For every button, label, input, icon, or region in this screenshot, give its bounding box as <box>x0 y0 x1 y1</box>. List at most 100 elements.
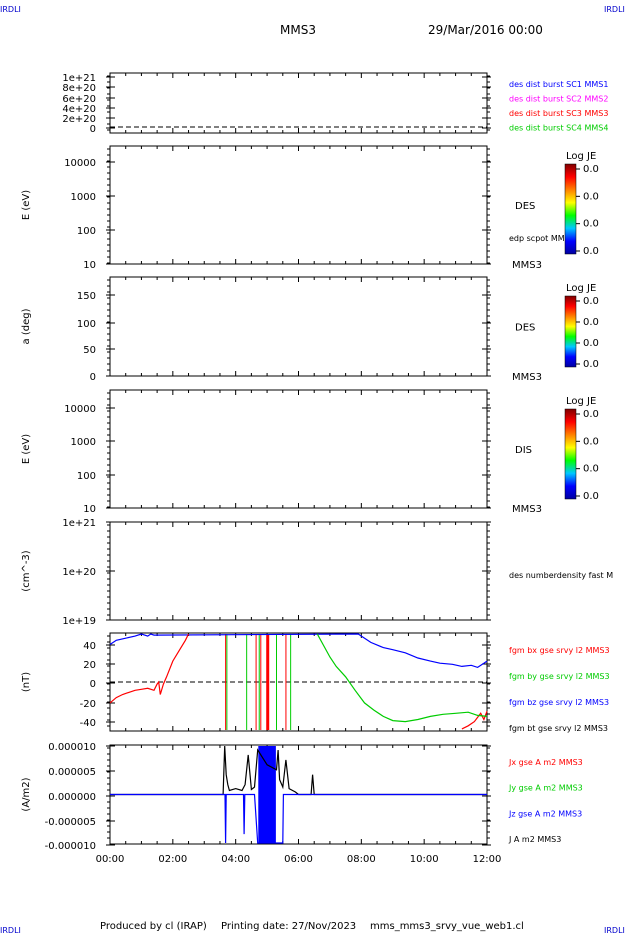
y-tick-label: 1000 <box>71 192 96 203</box>
colorbar-gradient <box>564 408 577 500</box>
instrument-label: DIS <box>515 445 532 456</box>
panel-magnetic_field: 40 20 0 -20 -40 (nT) fgm bx gse srvy l2 MMS3 fg… <box>21 632 610 733</box>
y-tick-label: 8e+20 <box>62 83 96 94</box>
y-tick-label: 6e+20 <box>62 94 96 105</box>
y-tick-label: 0 <box>90 124 96 135</box>
panel-current_density: 0.000010 0.000005 0.000000 -0.000005 -0.0000… <box>21 742 583 852</box>
spacecraft-label: MMS3 <box>512 504 542 515</box>
x-tick-label: 08:00 <box>347 854 376 865</box>
y-tick-label: 0.000010 <box>48 742 96 753</box>
legend-entry: des dist burst SC3 MMS3 <box>509 109 608 118</box>
x-tick-label: 06:00 <box>284 854 313 865</box>
colorbar-tick-label: 0.0 <box>583 409 599 420</box>
y-tick-label: 10 <box>83 260 96 271</box>
series-line <box>110 745 487 796</box>
panel-frame <box>109 145 488 265</box>
colorbar-gradient <box>564 295 577 368</box>
y-tick-label: 1e+21 <box>62 518 96 529</box>
y-tick-label: 1e+21 <box>62 73 96 84</box>
colorbar-tick-label: 0.0 <box>583 436 599 447</box>
y-tick-label: 100 <box>77 226 96 237</box>
legend-entry: fgm bx gse srvy l2 MMS3 <box>509 646 610 655</box>
overlay-label: edp scpot MMS3 <box>509 234 575 243</box>
y-axis-label: (nT) <box>21 672 32 692</box>
spacecraft-title: MMS3 <box>280 23 316 37</box>
series-line <box>461 710 488 730</box>
colorbar: Log JE 0.0 0.0 0.0 0.0 <box>564 151 599 257</box>
colorbar-tick-label: 0.0 <box>583 359 599 370</box>
y-tick-label: -20 <box>80 699 96 710</box>
y-tick-label: 4e+20 <box>62 104 96 115</box>
y-tick-label: 0.000005 <box>48 767 96 778</box>
y-tick-label: 50 <box>83 345 96 356</box>
y-axis-label: E (eV) <box>21 190 32 220</box>
spacecraft-label: MMS3 <box>512 372 542 383</box>
instrument-label: DES <box>515 201 535 212</box>
x-tick-label: 04:00 <box>221 854 250 865</box>
x-tick-label: 00:00 <box>96 854 125 865</box>
colorbar-tick-label: 0.0 <box>583 164 599 175</box>
y-tick-label: -0.000005 <box>45 817 96 828</box>
y-tick-label: -0.000010 <box>45 841 96 852</box>
x-tick-label: 02:00 <box>158 854 187 865</box>
colorbar: Log JE 0.0 0.0 0.0 0.0 <box>564 396 599 502</box>
legend-entry: Jz gse A m2 MMS3 <box>508 809 582 818</box>
x-tick-label: 10:00 <box>410 854 439 865</box>
y-axis-label: (cm^-3) <box>21 550 32 591</box>
colorbar-tick-label: 0.0 <box>583 464 599 475</box>
legend-entry: J A m2 MMS3 <box>508 835 561 844</box>
legend-entry: des dist burst SC2 MMS2 <box>509 95 608 104</box>
y-axis-label: (A/m2) <box>21 777 32 811</box>
legend-entry: fgm bz gse srvy l2 MMS3 <box>509 698 609 707</box>
instrument-label: DES <box>515 323 535 334</box>
y-tick-label: 10000 <box>64 158 96 169</box>
time-axis: 00:00 02:00 04:00 06:00 08:00 10:00 12:00 <box>96 854 502 865</box>
panel-frame <box>109 72 488 134</box>
y-tick-label: 40 <box>83 641 96 652</box>
legend-entry: Jx gse A m2 MMS3 <box>508 758 583 767</box>
colorbar-tick-label: 0.0 <box>583 246 599 257</box>
x-tick-label: 12:00 <box>473 854 502 865</box>
corner-label-top-right: IRDLI <box>604 5 625 14</box>
panel-frame <box>109 389 488 509</box>
panel-dis_energy: 10000 1000 100 10 E (eV) DIS MMS3 <box>21 389 542 515</box>
colorbar-gradient <box>564 163 577 255</box>
y-tick-label: 150 <box>77 291 96 302</box>
y-tick-label: 20 <box>83 660 96 671</box>
corner-label-top-left: IRDLI <box>0 5 21 14</box>
y-tick-label: 1000 <box>71 437 96 448</box>
colorbar-title: Log JE <box>566 283 596 294</box>
series-line <box>109 633 488 669</box>
series-line <box>110 793 487 844</box>
panel-density: 1e+21 1e+20 1e+19 (cm^-3) des numberdensity … <box>21 518 613 627</box>
y-axis-label: E (eV) <box>21 434 32 464</box>
panel-frame <box>109 276 488 377</box>
footer-produced-by: Produced by cl (IRAP) <box>100 921 207 932</box>
y-tick-label: 0 <box>90 679 96 690</box>
y-tick-label: 0.000000 <box>48 792 96 803</box>
series-line <box>316 633 488 723</box>
colorbar-tick-label: 0.0 <box>583 491 599 502</box>
corner-label-bottom-right: IRDLI <box>604 926 625 934</box>
footer-file-name: mms_mms3_srvy_vue_web1.cl <box>370 921 524 932</box>
y-tick-label: 100 <box>77 471 96 482</box>
date-title: 29/Mar/2016 00:00 <box>428 23 543 37</box>
footer-printing-date: Printing date: 27/Nov/2023 <box>221 921 356 932</box>
legend-entry: Jy gse A m2 MMS3 <box>508 784 583 793</box>
spacecraft-label: MMS3 <box>512 260 542 271</box>
data-block <box>258 746 276 843</box>
colorbar: Log JE 0.0 0.0 0.0 0.0 <box>564 283 599 370</box>
colorbar-tick-label: 0.0 <box>583 296 599 307</box>
corner-label-bottom-left: IRDLI <box>0 926 21 934</box>
colorbar-tick-label: 0.0 <box>583 191 599 202</box>
panel-des_energy: 10000 1000 100 10 E (eV) DES edp scpot MMS3 MMS… <box>21 145 575 271</box>
y-tick-label: -40 <box>80 718 96 729</box>
colorbar-tick-label: 0.0 <box>583 317 599 328</box>
y-axis-label: a (deg) <box>21 308 32 344</box>
series-line <box>109 633 190 704</box>
legend-entry: des dist burst SC1 MMS1 <box>509 80 608 89</box>
colorbar-tick-label: 0.0 <box>583 219 599 230</box>
